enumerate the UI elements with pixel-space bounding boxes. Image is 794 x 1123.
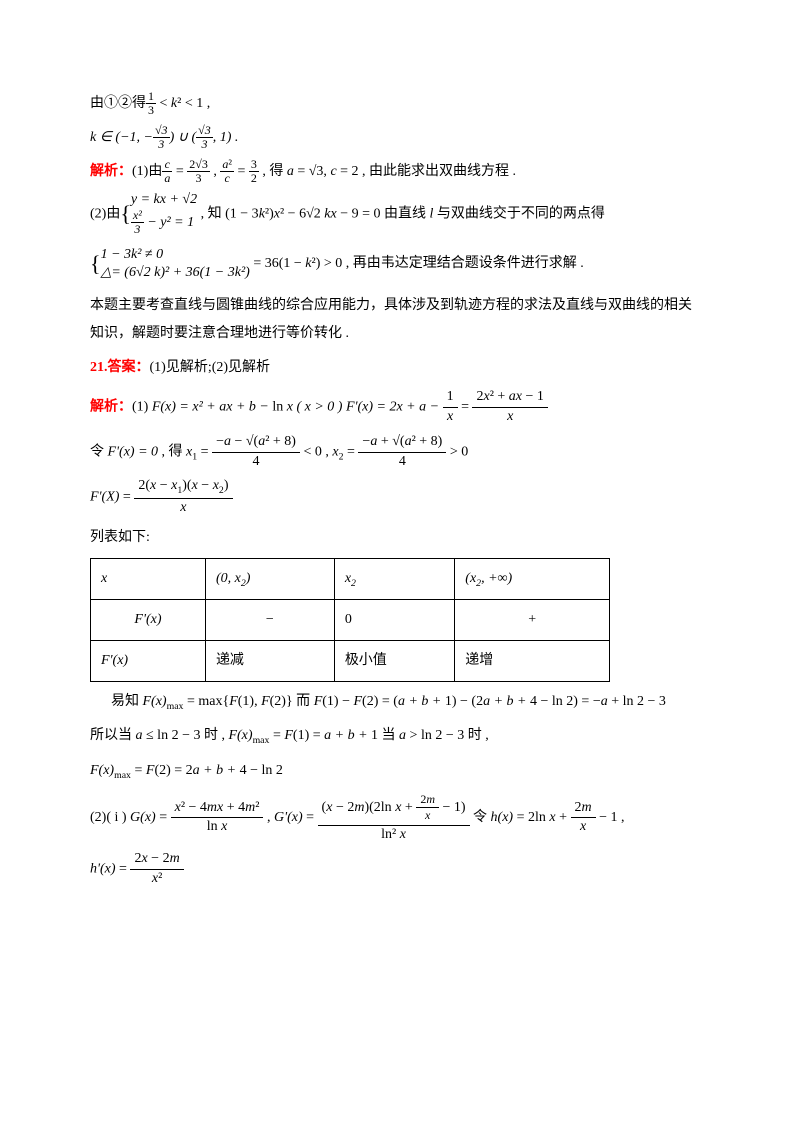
text-line-9: F'(X) = 2(x − x1)(x − x2)x	[90, 477, 704, 517]
text-line-15: h'(x) = 2x − 2mx²	[90, 850, 704, 889]
table-row: x (0, x2) x2 (x2, +∞)	[91, 558, 610, 599]
text-line-13: F(x)max = F(2) = 2a + b + 4 − ln 2	[90, 757, 704, 785]
text-line-8: 令 F'(x) = 0 , 得 x1 = −a − √(a² + 8)4 < 0…	[90, 433, 704, 472]
analysis-table: x (0, x2) x2 (x2, +∞) F'(x) − 0 + F'(x) …	[90, 558, 610, 682]
text-line-6: 本题主要考查直线与圆锥曲线的综合应用能力，具体涉及到轨迹方程的求法及直线与双曲线…	[90, 292, 704, 348]
table-cell: −	[205, 600, 334, 641]
analysis-1: 解析：(1)由ca = 2√33 , a²c = 32 , 得 a = √3, …	[90, 158, 704, 186]
text-line-12: 所以当 a ≤ ln 2 − 3 时 , F(x)max = F(1) = a …	[90, 722, 704, 750]
table-cell: x2	[334, 558, 454, 599]
analysis-label-2: 解析：	[90, 400, 132, 415]
table-cell: 0	[334, 600, 454, 641]
table-cell: F'(x)	[91, 641, 206, 682]
text-line-10: 列表如下:	[90, 524, 704, 552]
analysis-label: 解析：	[90, 164, 132, 179]
table-cell: x	[91, 558, 206, 599]
answer-label: 21.答案：	[90, 360, 150, 375]
table-cell: 极小值	[334, 641, 454, 682]
text-line-4: (2)由{y = kx + √2x²3 − y² = 1 , 知 (1 − 3k…	[90, 192, 704, 236]
table-cell: 递减	[205, 641, 334, 682]
text-line-14: (2)( i ) G(x) = x² − 4mx + 4m²ln x , G'(…	[90, 791, 704, 844]
table-cell: (x2, +∞)	[455, 558, 610, 599]
analysis-2: 解析：(1) F(x) = x² + ax + b − ln x ( x > 0…	[90, 388, 704, 427]
text-line-5: {1 − 3k² ≠ 0△= (6√2 k)² + 36(1 − 3k²) = …	[90, 242, 704, 286]
table-cell: (0, x2)	[205, 558, 334, 599]
answer-text: (1)见解析;(2)见解析	[150, 360, 271, 375]
text-line-11: 易知 F(x)max = max{F(1), F(2)} 而 F(1) − F(…	[90, 688, 704, 716]
table-cell: +	[455, 600, 610, 641]
text-line-2: k ∈ (−1, −√33) ∪ (√33, 1) .	[90, 124, 704, 152]
answer-line: 21.答案：(1)见解析;(2)见解析	[90, 354, 704, 382]
text-line-1: 由①②得13 < k² < 1 ,	[90, 90, 704, 118]
table-row: F'(x) − 0 +	[91, 600, 610, 641]
table-cell: 递增	[455, 641, 610, 682]
page-content: 由①②得13 < k² < 1 , k ∈ (−1, −√33) ∪ (√33,…	[0, 0, 794, 935]
table-cell: F'(x)	[91, 600, 206, 641]
table-row: F'(x) 递减 极小值 递增	[91, 641, 610, 682]
